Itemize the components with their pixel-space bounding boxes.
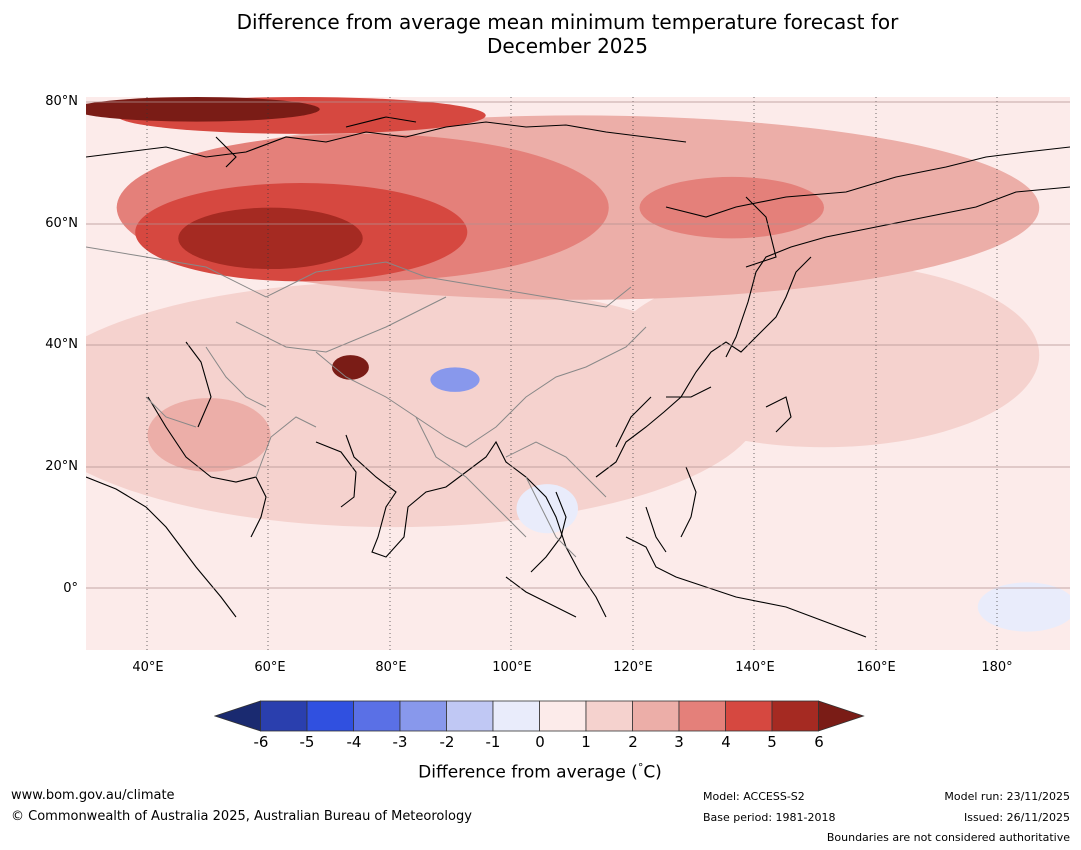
footer-copyright: © Commonwealth of Australia 2025, Austra… xyxy=(11,809,472,824)
chart-title: Difference from average mean minimum tem… xyxy=(0,10,1081,58)
colorbar-tick-5: 5 xyxy=(767,733,777,751)
anomaly-region-13 xyxy=(977,582,1070,632)
colorbar-cell-12 xyxy=(771,700,819,732)
title-line-2: December 2025 xyxy=(487,34,648,58)
colorbar-tick-m1: -1 xyxy=(485,733,501,751)
anomaly-region-8 xyxy=(178,207,363,270)
anomaly-region-12 xyxy=(516,484,578,534)
colorbar-cell-2 xyxy=(306,700,354,732)
anomaly-region-10 xyxy=(332,355,369,380)
colorbar-label: Difference from average (°C) xyxy=(418,761,662,783)
lon-label-180: 180° xyxy=(981,660,1013,675)
anomaly-region-1 xyxy=(608,262,1040,448)
colorbar-tick-m3: -3 xyxy=(392,733,408,751)
colorbar-tick-2: 2 xyxy=(628,733,638,751)
footer-model: Model: ACCESS-S2 xyxy=(703,790,805,803)
footer-boundaries-note: Boundaries are not considered authoritat… xyxy=(826,831,1070,844)
lon-label-120e: 120°E xyxy=(613,660,653,675)
anomaly-region-11 xyxy=(430,367,480,392)
lon-label-140e: 140°E xyxy=(735,660,775,675)
country-borders xyxy=(86,246,647,558)
colorbar-tick-m2: -2 xyxy=(439,733,455,751)
colorbar xyxy=(214,700,865,732)
lat-label-60n: 60°N xyxy=(45,216,78,231)
lon-label-80e: 80°E xyxy=(375,660,407,675)
lat-label-80n: 80°N xyxy=(45,94,78,109)
colorbar-tick-m6: -6 xyxy=(253,733,269,751)
colorbar-cell-4 xyxy=(399,700,447,732)
footer-model-run: Model run: 23/11/2025 xyxy=(944,790,1070,803)
colorbar-cell-8 xyxy=(585,700,633,732)
colorbar-cell-6 xyxy=(492,700,540,732)
colorbar-cell-9 xyxy=(632,700,680,732)
footer-website[interactable]: www.bom.gov.au/climate xyxy=(11,788,175,803)
colorbar-tick-4: 4 xyxy=(721,733,731,751)
colorbar-cell-3 xyxy=(353,700,401,732)
lon-label-160e: 160°E xyxy=(856,660,896,675)
anomaly-region-5 xyxy=(639,176,824,239)
lat-label-0: 0° xyxy=(63,581,78,596)
colorbar-cell-5 xyxy=(446,700,494,732)
anomaly-region-3 xyxy=(147,398,271,472)
footer-base-period: Base period: 1981-2018 xyxy=(703,811,836,824)
colorbar-extend-high xyxy=(818,700,865,732)
anomaly-regions xyxy=(86,97,1070,632)
colorbar-cell-11 xyxy=(725,700,773,732)
colorbar-tick-6: 6 xyxy=(814,733,824,751)
colorbar-cell-10 xyxy=(678,700,726,732)
footer-issued: Issued: 26/11/2025 xyxy=(963,811,1070,824)
lat-label-20n: 20°N xyxy=(45,459,78,474)
lon-label-100e: 100°E xyxy=(492,660,532,675)
latitude-lines xyxy=(86,101,1070,589)
colorbar-tick-m4: -4 xyxy=(346,733,362,751)
colorbar-cell-7 xyxy=(539,700,587,732)
lon-label-40e: 40°E xyxy=(132,660,164,675)
temperature-anomaly-map xyxy=(86,97,1070,650)
lon-label-60e: 60°E xyxy=(254,660,286,675)
colorbar-tick-m5: -5 xyxy=(299,733,315,751)
colorbar-tick-1: 1 xyxy=(581,733,591,751)
colorbar-tick-3: 3 xyxy=(674,733,684,751)
anomaly-region-9 xyxy=(86,97,320,122)
colorbar-tick-0: 0 xyxy=(535,733,545,751)
title-line-1: Difference from average mean minimum tem… xyxy=(236,10,899,34)
lat-label-40n: 40°N xyxy=(45,337,78,352)
gridlines xyxy=(146,97,998,650)
anomaly-region-0 xyxy=(86,281,763,528)
colorbar-cell-1 xyxy=(260,700,308,732)
colorbar-extend-low xyxy=(214,700,261,732)
